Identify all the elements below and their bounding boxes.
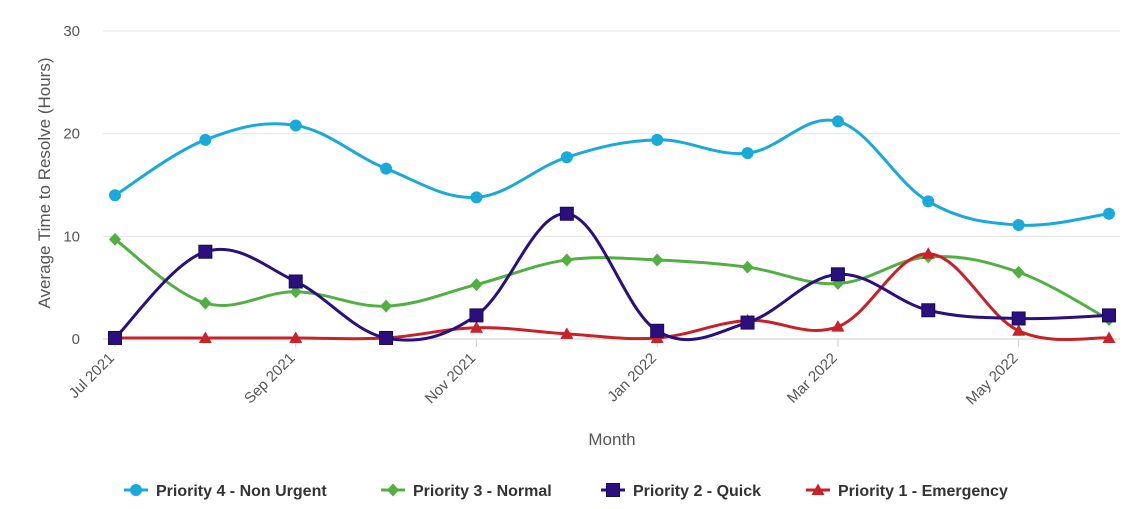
x-axis-title: Month xyxy=(588,430,635,449)
data-point xyxy=(1012,324,1026,336)
x-tick-label: May 2022 xyxy=(963,350,1022,409)
data-point xyxy=(469,321,483,333)
data-point xyxy=(560,327,574,339)
series-line xyxy=(113,212,1110,342)
data-point xyxy=(289,285,302,299)
legend-item[interactable]: Priority 1 - Emergency xyxy=(806,483,1008,500)
legend-label: Priority 4 - Non Urgent xyxy=(156,483,327,500)
data-point xyxy=(198,244,213,259)
data-point xyxy=(740,315,755,330)
x-tick-label: Jul 2021 xyxy=(66,350,118,402)
data-point xyxy=(1103,207,1115,220)
data-point xyxy=(470,278,483,292)
y-tick-label: 0 xyxy=(72,331,80,348)
data-point xyxy=(1102,308,1116,323)
data-point xyxy=(559,206,574,221)
series-line xyxy=(114,238,1110,321)
y-tick-label: 10 xyxy=(63,228,80,245)
legend-marker xyxy=(811,483,825,495)
y-axis-title: Average Time to Resolve (Hours) xyxy=(35,57,54,308)
data-point xyxy=(199,296,212,310)
data-point xyxy=(651,253,664,267)
data-point xyxy=(651,133,664,146)
data-point xyxy=(921,247,935,259)
legend: Priority 4 - Non Urgent Priority 3 - Norm… xyxy=(124,483,1008,500)
legend-marker xyxy=(606,483,620,497)
series-group xyxy=(108,115,1116,345)
data-point xyxy=(108,330,122,345)
data-point xyxy=(198,331,212,343)
data-point xyxy=(470,191,483,204)
grid xyxy=(103,30,1120,237)
data-point xyxy=(831,115,844,128)
x-tick-label: Nov 2021 xyxy=(422,350,479,407)
data-point xyxy=(1012,219,1025,232)
series-1 xyxy=(109,232,1115,326)
data-point xyxy=(199,133,212,146)
data-point xyxy=(109,189,121,202)
x-tick-label: Jan 2022 xyxy=(604,350,660,406)
data-point xyxy=(830,267,845,282)
data-point xyxy=(741,260,754,274)
data-point xyxy=(1102,331,1116,343)
series-2 xyxy=(108,206,1116,345)
data-point xyxy=(831,320,845,332)
data-point xyxy=(109,232,121,246)
legend-item[interactable]: Priority 3 - Normal xyxy=(381,483,552,500)
data-point xyxy=(921,303,936,318)
data-point xyxy=(469,308,484,323)
data-point xyxy=(288,274,303,289)
data-point xyxy=(741,147,754,160)
data-point xyxy=(560,151,573,164)
legend-label: Priority 3 - Normal xyxy=(413,483,552,500)
data-point xyxy=(560,253,573,267)
legend-label: Priority 2 - Quick xyxy=(633,483,761,500)
x-axis: Jul 2021 Sep 2021 Nov 2021 Jan 2022 Mar 2022… xyxy=(66,338,1120,409)
y-tick-label: 20 xyxy=(63,126,80,143)
data-point xyxy=(379,330,394,345)
legend-marker xyxy=(387,483,399,497)
data-point xyxy=(289,119,302,132)
data-point xyxy=(289,331,303,343)
y-axis: 0 10 20 30 xyxy=(63,23,80,348)
x-tick-label: Mar 2022 xyxy=(784,350,841,407)
series-line xyxy=(114,118,1110,227)
legend-item[interactable]: Priority 4 - Non Urgent xyxy=(124,483,327,500)
legend-label: Priority 1 - Emergency xyxy=(838,483,1008,500)
legend-marker xyxy=(130,484,142,496)
x-tick-label: Sep 2021 xyxy=(241,350,298,407)
data-point xyxy=(1012,265,1025,279)
data-point xyxy=(1011,311,1026,326)
data-point xyxy=(922,195,935,208)
data-point xyxy=(380,299,393,313)
data-point xyxy=(650,323,665,338)
series-0 xyxy=(109,115,1115,232)
data-point xyxy=(380,162,393,175)
y-tick-label: 30 xyxy=(63,23,80,40)
legend-item[interactable]: Priority 2 - Quick xyxy=(601,483,761,500)
